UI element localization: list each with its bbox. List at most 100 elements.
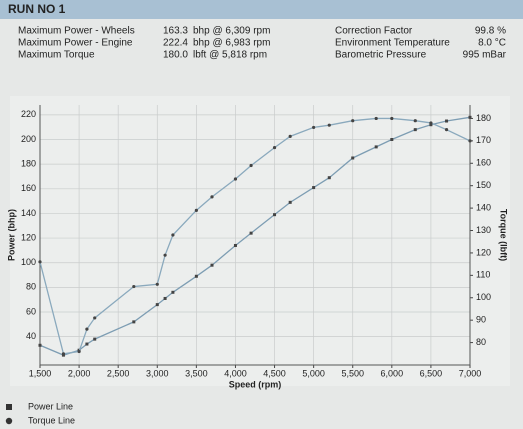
stat-label: Maximum Torque xyxy=(18,50,95,61)
point xyxy=(351,119,355,123)
x-tick-label: 6,500 xyxy=(420,368,443,378)
x-tick-label: 7,000 xyxy=(459,368,482,378)
point xyxy=(194,208,198,212)
y-tick-label: 200 xyxy=(21,134,36,144)
legend-marker xyxy=(6,404,12,410)
point xyxy=(61,352,66,356)
point xyxy=(374,116,378,121)
condition-label: Environment Temperature xyxy=(335,38,450,49)
point xyxy=(468,115,472,119)
point xyxy=(194,274,198,278)
condition-value: 99.8 % xyxy=(475,26,506,37)
y-tick-label: 180 xyxy=(21,159,36,169)
stat-value: 180.0 xyxy=(163,50,188,61)
point xyxy=(468,139,472,143)
point xyxy=(413,119,417,123)
point xyxy=(38,343,42,347)
y-tick-label: 140 xyxy=(21,208,36,218)
y2-tick-label: 150 xyxy=(476,180,491,190)
point xyxy=(210,263,214,267)
condition-value: 8.0 °C xyxy=(478,38,506,49)
y2-tick-label: 80 xyxy=(476,337,486,347)
x-tick-label: 2,000 xyxy=(68,368,91,378)
legend-label: Torque Line xyxy=(28,415,75,425)
stat-unit: bhp @ 6,309 rpm xyxy=(193,26,270,37)
run-title: RUN NO 1 xyxy=(8,2,66,16)
point xyxy=(132,320,136,324)
point xyxy=(272,145,277,150)
x-tick-label: 4,000 xyxy=(224,368,247,378)
point xyxy=(249,231,253,235)
y2-axis-label: Torque (lbft) xyxy=(499,209,509,261)
y2-tick-label: 120 xyxy=(476,247,491,257)
y-tick-label: 160 xyxy=(21,183,36,193)
point xyxy=(327,176,331,180)
point xyxy=(312,125,316,130)
y-tick-label: 100 xyxy=(21,257,36,267)
point xyxy=(288,134,292,138)
point xyxy=(273,213,277,217)
x-tick-label: 6,000 xyxy=(381,368,404,378)
point xyxy=(93,337,97,341)
header: RUN NO 1 xyxy=(0,0,523,19)
point xyxy=(155,303,159,307)
y-tick-label: 60 xyxy=(26,306,36,316)
point xyxy=(93,316,97,320)
stat-value: 222.4 xyxy=(163,38,188,49)
point xyxy=(249,163,253,168)
x-tick-label: 5,000 xyxy=(302,368,325,378)
point xyxy=(233,177,238,181)
x-tick-label: 3,000 xyxy=(146,368,169,378)
y-tick-label: 220 xyxy=(21,109,36,119)
point xyxy=(210,195,214,199)
condition-label: Correction Factor xyxy=(335,26,413,37)
condition-label: Barometric Pressure xyxy=(335,50,427,61)
point xyxy=(390,116,394,121)
stat-unit: bhp @ 6,983 rpm xyxy=(193,38,270,49)
point xyxy=(312,186,316,190)
point xyxy=(233,243,237,247)
point xyxy=(413,128,417,132)
point xyxy=(132,284,136,289)
point xyxy=(77,349,81,354)
legend-marker xyxy=(5,417,13,425)
condition-value: 995 mBar xyxy=(463,50,507,61)
y-tick-label: 80 xyxy=(26,282,36,292)
y2-tick-label: 140 xyxy=(476,202,491,212)
stat-label: Maximum Power - Engine xyxy=(18,38,133,49)
point xyxy=(155,282,159,286)
point xyxy=(171,233,175,237)
series-line xyxy=(39,117,471,355)
x-tick-label: 4,500 xyxy=(263,368,286,378)
point xyxy=(327,123,331,127)
point xyxy=(85,327,89,331)
stat-unit: lbft @ 5,818 rpm xyxy=(193,50,267,61)
point xyxy=(38,260,42,264)
x-tick-label: 3,500 xyxy=(185,368,208,378)
y2-tick-label: 160 xyxy=(476,158,491,168)
point xyxy=(390,138,394,142)
point xyxy=(163,253,167,257)
point xyxy=(429,123,433,127)
point xyxy=(374,145,378,149)
stat-label: Maximum Power - Wheels xyxy=(18,26,135,37)
y2-tick-label: 110 xyxy=(476,270,490,280)
point xyxy=(429,121,433,125)
point xyxy=(351,156,355,160)
title-bar xyxy=(0,0,523,19)
x-axis-label: Speed (rpm) xyxy=(229,379,282,389)
point xyxy=(163,296,167,300)
y-tick-label: 120 xyxy=(21,232,36,242)
legend-label: Power Line xyxy=(28,401,73,411)
y2-tick-label: 180 xyxy=(476,113,491,123)
y2-tick-label: 130 xyxy=(476,225,491,235)
y2-tick-label: 90 xyxy=(476,315,486,325)
point xyxy=(85,342,89,346)
y2-tick-label: 170 xyxy=(476,135,491,145)
stat-value: 163.3 xyxy=(163,26,188,37)
x-tick-label: 2,500 xyxy=(107,368,130,378)
point xyxy=(288,200,292,204)
y-tick-label: 40 xyxy=(26,331,36,341)
